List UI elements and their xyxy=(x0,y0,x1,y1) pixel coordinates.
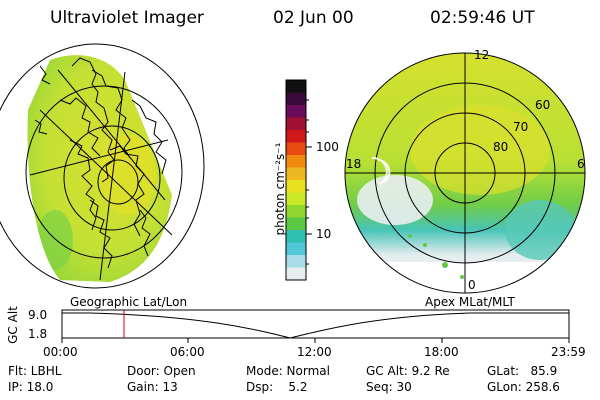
glon-status: GLon: 258.6 xyxy=(487,380,560,394)
colorbar-segment xyxy=(286,167,306,181)
observation-date: 02 Jun 00 xyxy=(273,8,354,28)
glat-status: GLat: 85.9 xyxy=(487,364,558,378)
colorbar-unit-label: photon cm⁻²s⁻¹ xyxy=(273,142,287,236)
colorbar-tick-100: 100 xyxy=(316,140,339,154)
colorbar-segment xyxy=(286,192,306,206)
colorbar-segment xyxy=(286,80,306,93)
gc-alt-status: GC Alt: 9.2 Re xyxy=(366,364,450,378)
mlat-label-60: 60 xyxy=(535,98,551,112)
colorbar-segment xyxy=(286,267,306,281)
alt-tick-low: 1.8 xyxy=(28,327,48,341)
colorbar-segment xyxy=(286,142,306,156)
polar-mlt-plot xyxy=(344,52,586,294)
colorbar-segment xyxy=(286,117,306,131)
mlt-label-12: 12 xyxy=(474,48,490,62)
mlt-label-0: 0 xyxy=(468,278,476,292)
seq-status: Seq: 30 xyxy=(366,380,412,394)
gain-status: Gain: 13 xyxy=(127,380,178,394)
geographic-caption: Geographic Lat/Lon xyxy=(70,295,188,309)
geographic-map xyxy=(0,43,205,289)
colorbar-segment xyxy=(286,230,306,243)
color-scale-bar xyxy=(286,80,306,281)
gc-alt-axis-label: GC Alt xyxy=(5,306,20,344)
colorbar-tick-10: 10 xyxy=(316,227,332,241)
mlat-label-70: 70 xyxy=(513,120,529,134)
apex-caption: Apex MLat/MLT xyxy=(425,295,515,309)
colorbar-segment xyxy=(286,155,306,168)
colorbar-segment xyxy=(286,105,306,118)
time-tick-0000: 00:00 xyxy=(43,345,78,359)
filter-status: Flt: LBHL xyxy=(8,364,62,378)
time-tick-2359: 23:59 xyxy=(551,345,586,359)
colorbar-segment xyxy=(286,217,306,231)
mlt-label-6: 6 xyxy=(577,157,585,171)
time-tick-1800: 18:00 xyxy=(424,345,459,359)
colorbar-segment xyxy=(286,180,306,193)
time-tick-0600: 06:00 xyxy=(170,345,205,359)
colorbar-segment xyxy=(286,242,306,256)
colorbar-segment xyxy=(286,255,306,268)
alt-tick-high: 9.0 xyxy=(28,308,48,322)
colorbar-segment xyxy=(286,92,306,106)
door-status: Door: Open xyxy=(127,364,196,378)
mode-status: Mode: Normal xyxy=(246,364,330,378)
dsp-status: Dsp: 5.2 xyxy=(246,380,308,394)
altitude-plot xyxy=(61,309,570,343)
app-title: Ultraviolet Imager xyxy=(50,8,204,28)
time-tick-1200: 12:00 xyxy=(297,345,332,359)
ip-status: IP: 18.0 xyxy=(8,380,54,394)
colorbar-segment xyxy=(286,205,306,218)
observation-time: 02:59:46 UT xyxy=(430,8,535,28)
mlt-label-18: 18 xyxy=(346,157,362,171)
colorbar-segment xyxy=(286,130,306,143)
mlat-label-80: 80 xyxy=(493,140,509,154)
